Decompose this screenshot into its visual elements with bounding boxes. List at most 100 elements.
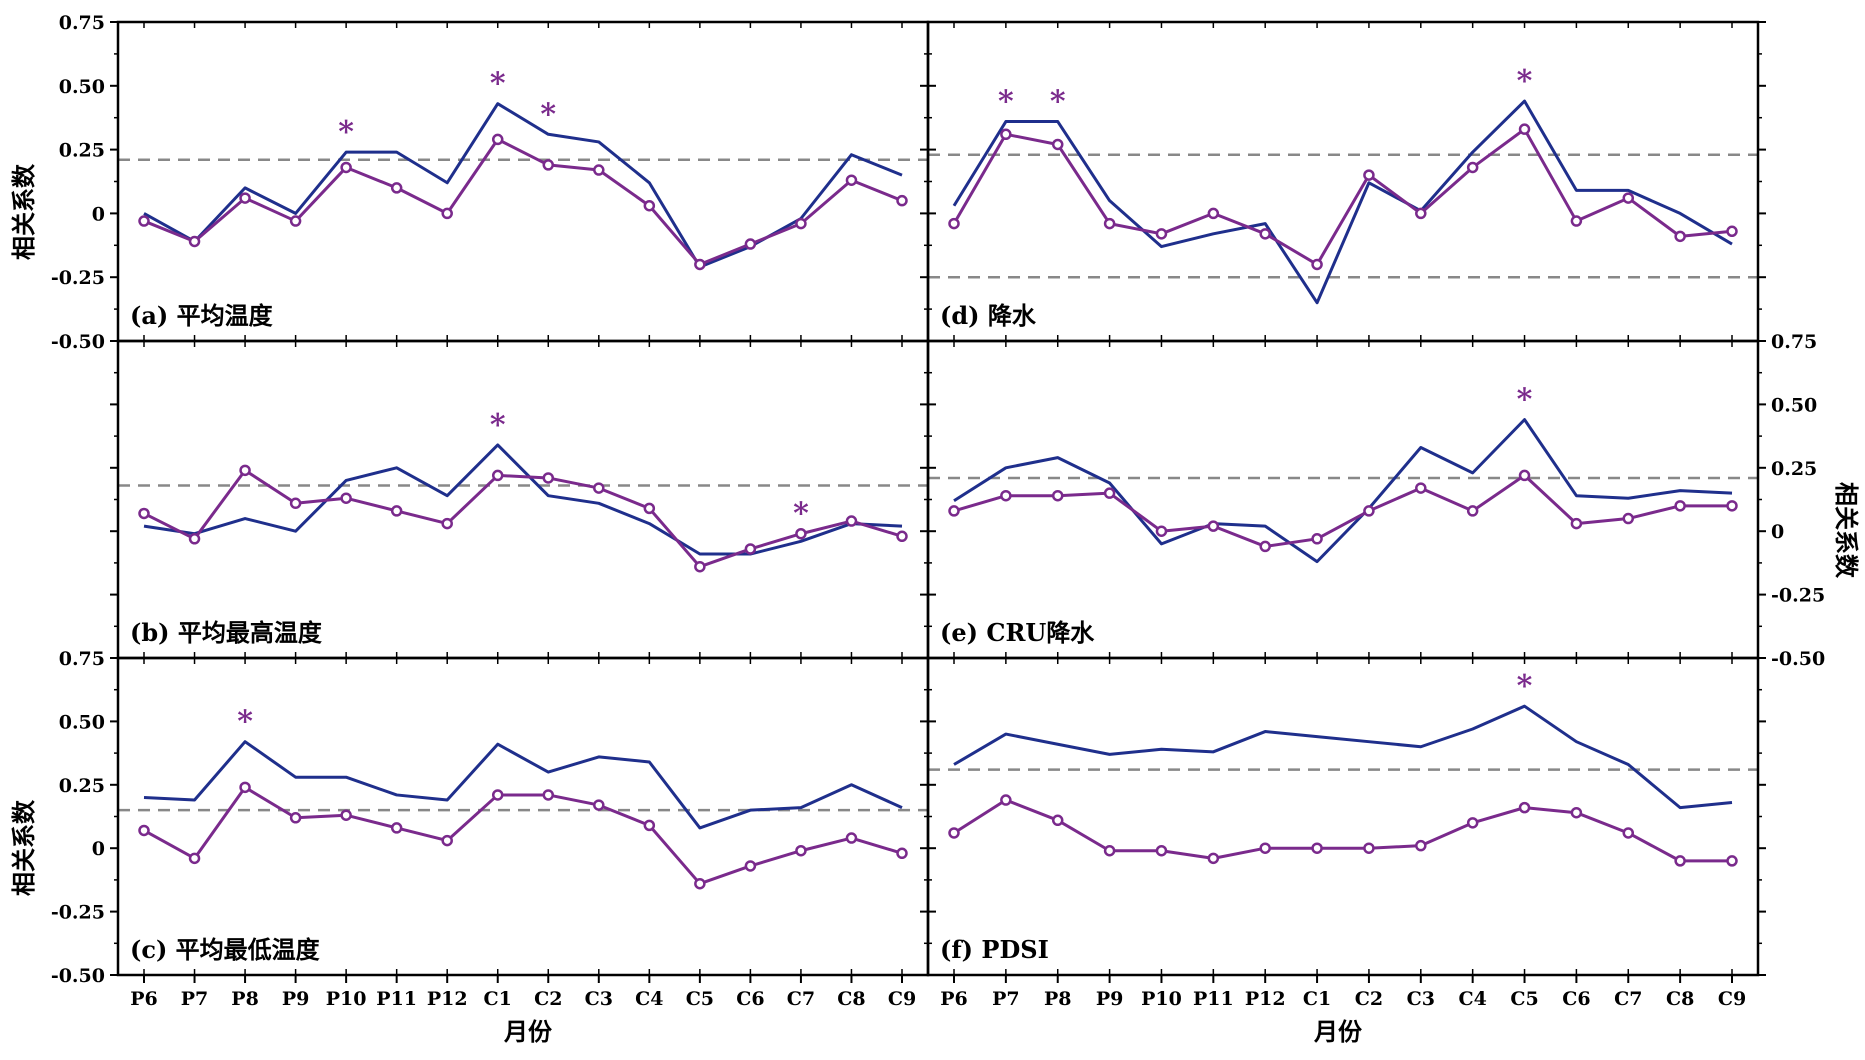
data-point <box>593 164 605 176</box>
data-point <box>845 515 858 527</box>
panel-label: (d) 降水 <box>940 301 1037 330</box>
x-tick-label: C3 <box>1407 988 1435 1010</box>
data-point <box>795 844 807 857</box>
data-point <box>1363 169 1375 181</box>
data-point <box>1311 258 1323 271</box>
panel-frame <box>926 656 1760 977</box>
x-tick-label: P7 <box>992 988 1020 1010</box>
data-point <box>1518 801 1531 814</box>
panel-c: * (c) 平均最低温度 0.75 0.50 0.25 0 -0.25 -0.50 P6 P7 P8… <box>51 648 936 1010</box>
series-line-blue <box>952 99 1733 305</box>
data-point <box>1207 520 1220 532</box>
data-point <box>694 258 706 271</box>
series-line-purple <box>953 473 1732 548</box>
series-line-blue <box>143 102 903 269</box>
data-point <box>1622 512 1635 525</box>
x-tick-label: C5 <box>686 988 714 1010</box>
x-tick-label: C2 <box>1355 988 1383 1010</box>
plot-area <box>948 418 1738 564</box>
data-point <box>1000 128 1012 141</box>
data-point <box>542 789 555 801</box>
x-tick-label: C7 <box>787 988 815 1010</box>
y-axis-label-bottom-left: 相关系数 <box>9 799 38 896</box>
data-point <box>1259 842 1271 854</box>
x-tick-label: C8 <box>837 988 865 1010</box>
y-tick-label: 0.75 <box>59 648 105 670</box>
x-tick-label: C7 <box>1614 988 1642 1010</box>
data-point <box>593 482 605 494</box>
data-point <box>845 832 858 844</box>
data-point <box>1415 207 1427 220</box>
data-point <box>542 472 555 484</box>
data-point <box>1311 842 1323 854</box>
y-tick-label: 0.25 <box>1771 458 1817 480</box>
y-tick-label: -0.25 <box>51 267 105 289</box>
data-point <box>1051 138 1064 151</box>
data-point <box>340 809 352 821</box>
x-tick-label: P11 <box>376 988 417 1010</box>
series-line-blue <box>143 443 903 556</box>
data-point <box>1051 489 1064 502</box>
series-line-purple <box>952 127 1733 266</box>
data-point <box>1363 842 1375 854</box>
data-point <box>239 192 251 204</box>
x-tick-label: C4 <box>1458 988 1486 1010</box>
plot-area <box>138 443 908 573</box>
data-point <box>1622 192 1635 204</box>
data-point <box>188 235 201 248</box>
data-point <box>1259 540 1271 553</box>
data-point <box>795 527 807 540</box>
data-point <box>1726 225 1738 238</box>
data-point <box>138 824 150 837</box>
y-axis-label-right: 相关系数 <box>1832 482 1861 579</box>
y-tick-label: 0.50 <box>59 76 105 98</box>
x-tick-label: P7 <box>181 988 209 1010</box>
data-point <box>340 492 352 504</box>
x-axis-label-right: 月份 <box>1313 1017 1363 1046</box>
significance-star: * <box>1517 383 1533 418</box>
data-point <box>1674 500 1686 512</box>
data-point <box>948 827 960 839</box>
data-point <box>1570 517 1583 530</box>
data-point <box>1570 215 1583 227</box>
data-point <box>491 789 504 801</box>
x-tick-label: P6 <box>130 988 158 1010</box>
panel-label: (b) 平均最高温度 <box>130 618 323 647</box>
y-tick-label: 0.50 <box>59 711 105 733</box>
data-point <box>1726 500 1738 512</box>
data-point <box>1622 827 1635 839</box>
data-point <box>340 161 352 174</box>
data-point <box>1311 533 1323 545</box>
plot-area <box>948 704 1738 867</box>
plot-area <box>138 102 908 271</box>
data-point <box>845 174 858 186</box>
data-point <box>289 497 302 510</box>
data-point <box>1000 489 1012 502</box>
panel-frame <box>116 20 930 343</box>
panel-d: * * * (d) 降水 <box>920 21 1766 342</box>
data-point <box>593 799 605 811</box>
panel-frame <box>926 20 1760 343</box>
data-point <box>643 502 656 515</box>
plot-area <box>138 740 908 890</box>
x-tick-label: P10 <box>1141 988 1182 1010</box>
x-tick-label: P11 <box>1193 988 1234 1010</box>
data-point <box>239 781 251 794</box>
data-point <box>1466 161 1479 174</box>
data-point <box>239 464 251 477</box>
panel-e: * (e) CRU降水 0.75 0.50 0.25 0 -0.25 -0.50 <box>920 331 1825 670</box>
x-tick-label: C5 <box>1510 988 1538 1010</box>
significance-star: * <box>490 408 506 443</box>
panel-frame <box>926 339 1760 660</box>
x-tick-label: P10 <box>326 988 367 1010</box>
y-tick-label: 0.50 <box>1771 394 1817 416</box>
data-point <box>1000 794 1012 806</box>
data-point <box>643 199 656 212</box>
y-tick-label: -0.25 <box>51 902 105 924</box>
x-tick-label: C1 <box>1303 988 1331 1010</box>
series-line-blue <box>953 704 1733 810</box>
significance-star: * <box>490 67 506 102</box>
data-point <box>289 812 302 824</box>
x-tick-label: C4 <box>635 988 663 1010</box>
data-point <box>491 133 504 146</box>
